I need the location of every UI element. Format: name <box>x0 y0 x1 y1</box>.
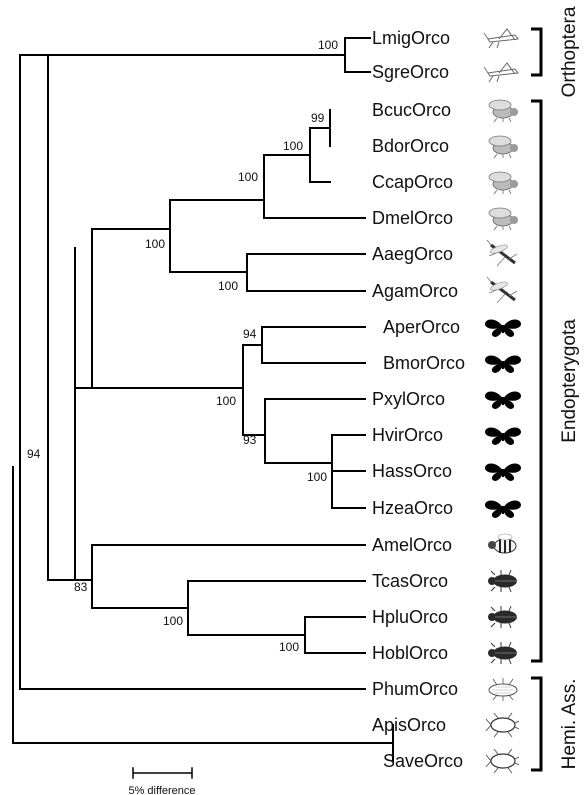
support-aper-bmor: 94 <box>243 327 257 341</box>
fly-icon <box>488 99 518 123</box>
taxon-label-pxylorco: PxylOrco <box>372 389 445 409</box>
butterfly-icon <box>485 427 521 445</box>
group-bracket-endopterygota: Endopterygota <box>531 99 580 663</box>
taxon-label-aperorco: AperOrco <box>383 317 460 337</box>
taxon-label-tcasorco: TcasOrco <box>372 571 448 591</box>
taxon-label-sgreorco: SgreOrco <box>372 62 449 82</box>
branch-segment <box>47 247 76 581</box>
support-heliothis: 100 <box>307 470 327 484</box>
taxon-icons <box>483 28 521 774</box>
taxon-label-bcucorco: BcucOrco <box>372 100 451 120</box>
beetle-icon <box>488 569 517 593</box>
branch-segment <box>264 398 366 464</box>
butterfly-icon <box>485 319 521 337</box>
support-diptera: 100 <box>145 237 165 251</box>
grasshopper-icon <box>483 62 519 83</box>
scale-bar-label: 5% difference <box>128 785 195 795</box>
branch-segment <box>19 54 346 468</box>
fly-icon <box>488 135 518 159</box>
branch-segment <box>74 228 171 389</box>
support-pxyl-heliothis: 93 <box>243 433 257 447</box>
butterfly-icon <box>485 355 521 373</box>
branch-segment <box>12 466 394 744</box>
louse-icon <box>488 678 518 701</box>
taxon-label-ccaporco: CcapOrco <box>372 172 453 192</box>
branch-segment <box>304 616 366 654</box>
support-beetles: 100 <box>163 614 183 628</box>
support-lmig-sgre: 100 <box>318 38 338 52</box>
taxon-label-bdororco: BdorOrco <box>372 136 449 156</box>
group-label-endopterygota: Endopterygota <box>559 319 580 443</box>
taxon-label-hpluorco: HpluOrco <box>372 607 448 627</box>
group-label-hemi-ass: Hemi. Ass. <box>559 679 580 770</box>
branch-segment <box>309 127 331 183</box>
taxon-label-hassorco: HassOrco <box>372 461 452 481</box>
taxon-label-aaegorco: AaegOrco <box>372 244 453 264</box>
fly-icon <box>488 171 518 195</box>
support-fruitflies: 100 <box>283 139 303 153</box>
scale-bar: 5% difference <box>128 767 196 795</box>
beetle-icon <box>488 641 517 665</box>
branch-segment <box>91 344 266 436</box>
butterfly-icon <box>485 391 521 409</box>
branch-segment <box>344 37 371 73</box>
bee-icon <box>488 533 517 554</box>
butterfly-icon <box>485 463 521 481</box>
branch-segment <box>187 580 366 636</box>
support-hplu-hobl: 100 <box>279 640 299 654</box>
grasshopper-icon <box>483 28 519 49</box>
branch-segment <box>74 544 366 609</box>
taxon-labels: LmigOrco SgreOrco BcucOrco BdorOrco CcapOrco… <box>372 28 465 771</box>
group-label-orthoptera: Orthoptera <box>559 6 580 97</box>
tree-branches <box>12 37 394 762</box>
support-diptera-flies: 100 <box>238 170 258 184</box>
taxon-label-bmororco: BmorOrco <box>383 353 465 373</box>
support-bcuc-bdor: 99 <box>311 111 325 125</box>
support-endopterygota-base: 94 <box>27 447 41 461</box>
mosquito-icon <box>486 276 518 304</box>
mosquito-icon <box>486 239 518 267</box>
branch-segment <box>246 253 366 292</box>
taxon-label-saveorco: SaveOrco <box>383 751 463 771</box>
group-bracket-hemi-ass: Hemi. Ass. <box>531 676 580 772</box>
group-bracket-orthoptera: Orthoptera <box>531 6 580 97</box>
support-mosquitoes: 100 <box>218 279 238 293</box>
branch-segment <box>19 54 366 690</box>
taxon-label-dmelorco: DmelOrco <box>372 208 453 228</box>
butterfly-icon <box>485 500 521 518</box>
branch-segment <box>263 154 366 219</box>
aphid-icon <box>485 712 520 738</box>
taxon-label-apisorco: ApisOrco <box>372 715 446 735</box>
taxon-label-phumorco: PhumOrco <box>372 679 458 699</box>
beetle-icon <box>488 605 517 629</box>
branch-segment <box>169 199 265 273</box>
taxon-label-hzeaorco: HzeaOrco <box>372 498 453 518</box>
taxon-label-hvirorco: HvirOrco <box>372 425 443 445</box>
taxon-label-amelorco: AmelOrco <box>372 535 452 555</box>
support-bee-beetles: 83 <box>74 580 88 594</box>
taxon-label-hoblorco: HoblOrco <box>372 643 448 663</box>
fly-icon <box>488 207 518 231</box>
support-values: 100 99 100 100 100 100 94 100 93 100 94 … <box>27 38 338 654</box>
branch-segment <box>261 326 366 364</box>
aphid-icon <box>485 748 520 774</box>
support-lepidoptera: 100 <box>216 394 236 408</box>
taxon-label-agamorco: AgamOrco <box>372 281 458 301</box>
taxon-label-lmigorco: LmigOrco <box>372 28 450 48</box>
